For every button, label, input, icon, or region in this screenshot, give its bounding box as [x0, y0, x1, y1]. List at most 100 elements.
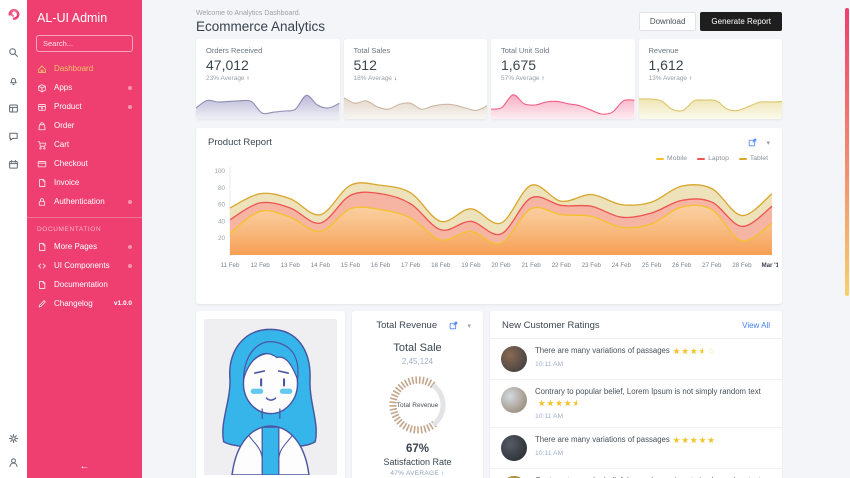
trend-up-icon: ↑ — [541, 75, 545, 82]
star-filled-icons: ★★★★★ — [672, 346, 703, 356]
stat-label: Total Sales — [353, 46, 391, 55]
bag-icon — [37, 121, 47, 131]
rating-row[interactable]: Contrary to popular belief, Lorem Ipsum … — [490, 379, 782, 427]
sidebar-item-changelog[interactable]: Changelog v1.0.0 — [27, 294, 142, 313]
sidebar-item-label: Changelog — [54, 299, 93, 308]
search-input[interactable] — [36, 35, 133, 52]
app-logo-icon[interactable] — [6, 6, 21, 21]
stat-cards-row: Orders Received 47,012 23% Average ↑ Total … — [196, 39, 782, 119]
legend-label: Mobile — [667, 155, 688, 162]
gear-icon[interactable] — [8, 433, 19, 444]
stat-card-orders-received[interactable]: Orders Received 47,012 23% Average ↑ — [196, 39, 340, 119]
gauge-center-label: Total Revenue — [396, 402, 439, 409]
chevron-down-icon[interactable]: ▾ — [467, 322, 471, 330]
search-icon[interactable] — [8, 47, 19, 58]
satisfaction-percent: 67% — [405, 443, 430, 455]
svg-text:Mar '17: Mar '17 — [761, 262, 778, 269]
stat-subtext: 18% Average ↓ — [353, 75, 398, 82]
user-icon[interactable] — [8, 457, 19, 468]
sidebar-item-documentation[interactable]: Documentation — [27, 275, 142, 294]
sidebar-item-more-pages[interactable]: More Pages — [27, 237, 142, 256]
star-rating: ☆☆☆☆☆★★★★★ — [538, 398, 581, 410]
page-title: Ecommerce Analytics — [196, 19, 326, 34]
rating-time: 10:11 AM — [535, 360, 564, 368]
version-badge: v1.0.0 — [113, 300, 132, 307]
customer-illustration — [204, 319, 337, 475]
view-all-link[interactable]: View All — [742, 321, 770, 330]
code-icon — [37, 261, 47, 271]
avatar — [501, 346, 527, 372]
product-report-chart: 20 40 60 80 100 11 Feb 12 Feb 13 Feb 14 Feb 15 Fe… — [200, 163, 778, 273]
svg-text:15 Feb: 15 Feb — [341, 262, 361, 269]
sidebar-nav-docs: More Pages UI Components Documentation Chan… — [27, 237, 142, 313]
star-filled-icons: ★★★★★ — [672, 434, 716, 445]
home-icon — [37, 64, 47, 74]
sidebar-nav-main: Dashboard Apps Product Order Cart Checkout Inv… — [27, 59, 142, 211]
cart-icon — [37, 140, 47, 150]
svg-text:11 Feb: 11 Feb — [221, 262, 240, 269]
sidebar-item-dashboard[interactable]: Dashboard — [27, 59, 142, 78]
layout-icon[interactable] — [8, 103, 19, 114]
star-filled-icons: ★★★★★ — [538, 397, 577, 408]
stat-sparkline — [196, 83, 340, 119]
generate-report-button[interactable]: Generate Report — [700, 12, 782, 31]
stat-card-revenue[interactable]: Revenue 1,612 13% Average ↑ — [638, 39, 782, 119]
svg-text:16 Feb: 16 Feb — [371, 262, 391, 269]
sidebar-item-product[interactable]: Product — [27, 97, 142, 116]
file-icon — [37, 242, 47, 252]
calendar-icon[interactable] — [8, 159, 19, 170]
star-outline-icons: ☆☆☆☆☆ — [672, 434, 716, 445]
scrollbar[interactable] — [845, 8, 849, 296]
legend-dash-icon — [656, 157, 665, 160]
legend-item-tablet[interactable]: Tablet — [738, 155, 768, 162]
page-header: Welcome to Analytics Dashboard. Ecommerc… — [196, 7, 782, 34]
expand-icon[interactable] — [748, 138, 757, 147]
sidebar-collapse-button[interactable]: ← — [79, 461, 90, 472]
avatar — [501, 434, 527, 461]
chat-icon[interactable] — [8, 131, 19, 142]
stat-subtext: 13% Average ↑ — [648, 75, 693, 82]
avatar — [501, 475, 527, 478]
stat-subtext: 57% Average ↑ — [501, 75, 545, 82]
expand-icon[interactable] — [449, 321, 458, 330]
sidebar-item-checkout[interactable]: Checkout — [27, 154, 142, 173]
sidebar-item-order[interactable]: Order — [27, 116, 142, 135]
star-outline-icons: ☆☆☆☆☆ — [672, 346, 716, 356]
chevron-down-icon[interactable]: ▾ — [766, 139, 770, 147]
sidebar-item-label: Product — [54, 102, 82, 111]
sidebar-item-ui-components[interactable]: UI Components — [27, 256, 142, 275]
svg-text:14 Feb: 14 Feb — [311, 262, 331, 269]
svg-text:19 Feb: 19 Feb — [461, 262, 481, 269]
rating-row[interactable]: There are many variations of passages ☆☆☆… — [490, 426, 782, 468]
sidebar-item-authentication[interactable]: Authentication — [27, 192, 142, 211]
sidebar-item-apps[interactable]: Apps — [27, 78, 142, 97]
ratings-title: New Customer Ratings — [502, 320, 600, 331]
svg-text:20: 20 — [218, 235, 226, 242]
rating-row[interactable]: There are many variations of passages ☆☆☆… — [490, 338, 782, 379]
sidebar-item-cart[interactable]: Cart — [27, 135, 142, 154]
bell-icon[interactable] — [8, 75, 19, 86]
stat-subtext: 23% Average ↑ — [206, 75, 250, 82]
satisfaction-gauge: Total Revenue — [383, 371, 453, 441]
welcome-text: Welcome to Analytics Dashboard. — [196, 10, 301, 17]
download-button[interactable]: Download — [638, 12, 697, 31]
chart-legend: Mobile Laptop Tablet — [196, 150, 782, 162]
stat-card-total-unit-sold[interactable]: Total Unit Sold 1,675 57% Average ↑ — [491, 39, 635, 119]
mini-strip-top-icons — [8, 47, 19, 170]
svg-text:100: 100 — [214, 168, 225, 175]
legend-item-laptop[interactable]: Laptop — [697, 155, 729, 162]
stat-label: Revenue — [648, 46, 679, 55]
submenu-dot-icon — [128, 85, 132, 90]
rating-row[interactable]: Contrary to popular belief, Lorem Ipsum … — [490, 467, 782, 478]
svg-text:28 Feb: 28 Feb — [732, 262, 752, 269]
legend-item-mobile[interactable]: Mobile — [656, 155, 687, 162]
stat-card-total-sales[interactable]: Total Sales 512 18% Average ↓ — [343, 39, 487, 119]
svg-text:80: 80 — [218, 185, 226, 192]
svg-text:17 Feb: 17 Feb — [401, 262, 421, 269]
sidebar-item-invoice[interactable]: Invoice — [27, 173, 142, 192]
legend-dash-icon — [697, 157, 706, 160]
sidebar-search — [36, 33, 133, 52]
sidebar-item-label: UI Components — [54, 261, 110, 270]
rating-text: Contrary to popular belief, Lorem Ipsum … — [535, 476, 771, 478]
